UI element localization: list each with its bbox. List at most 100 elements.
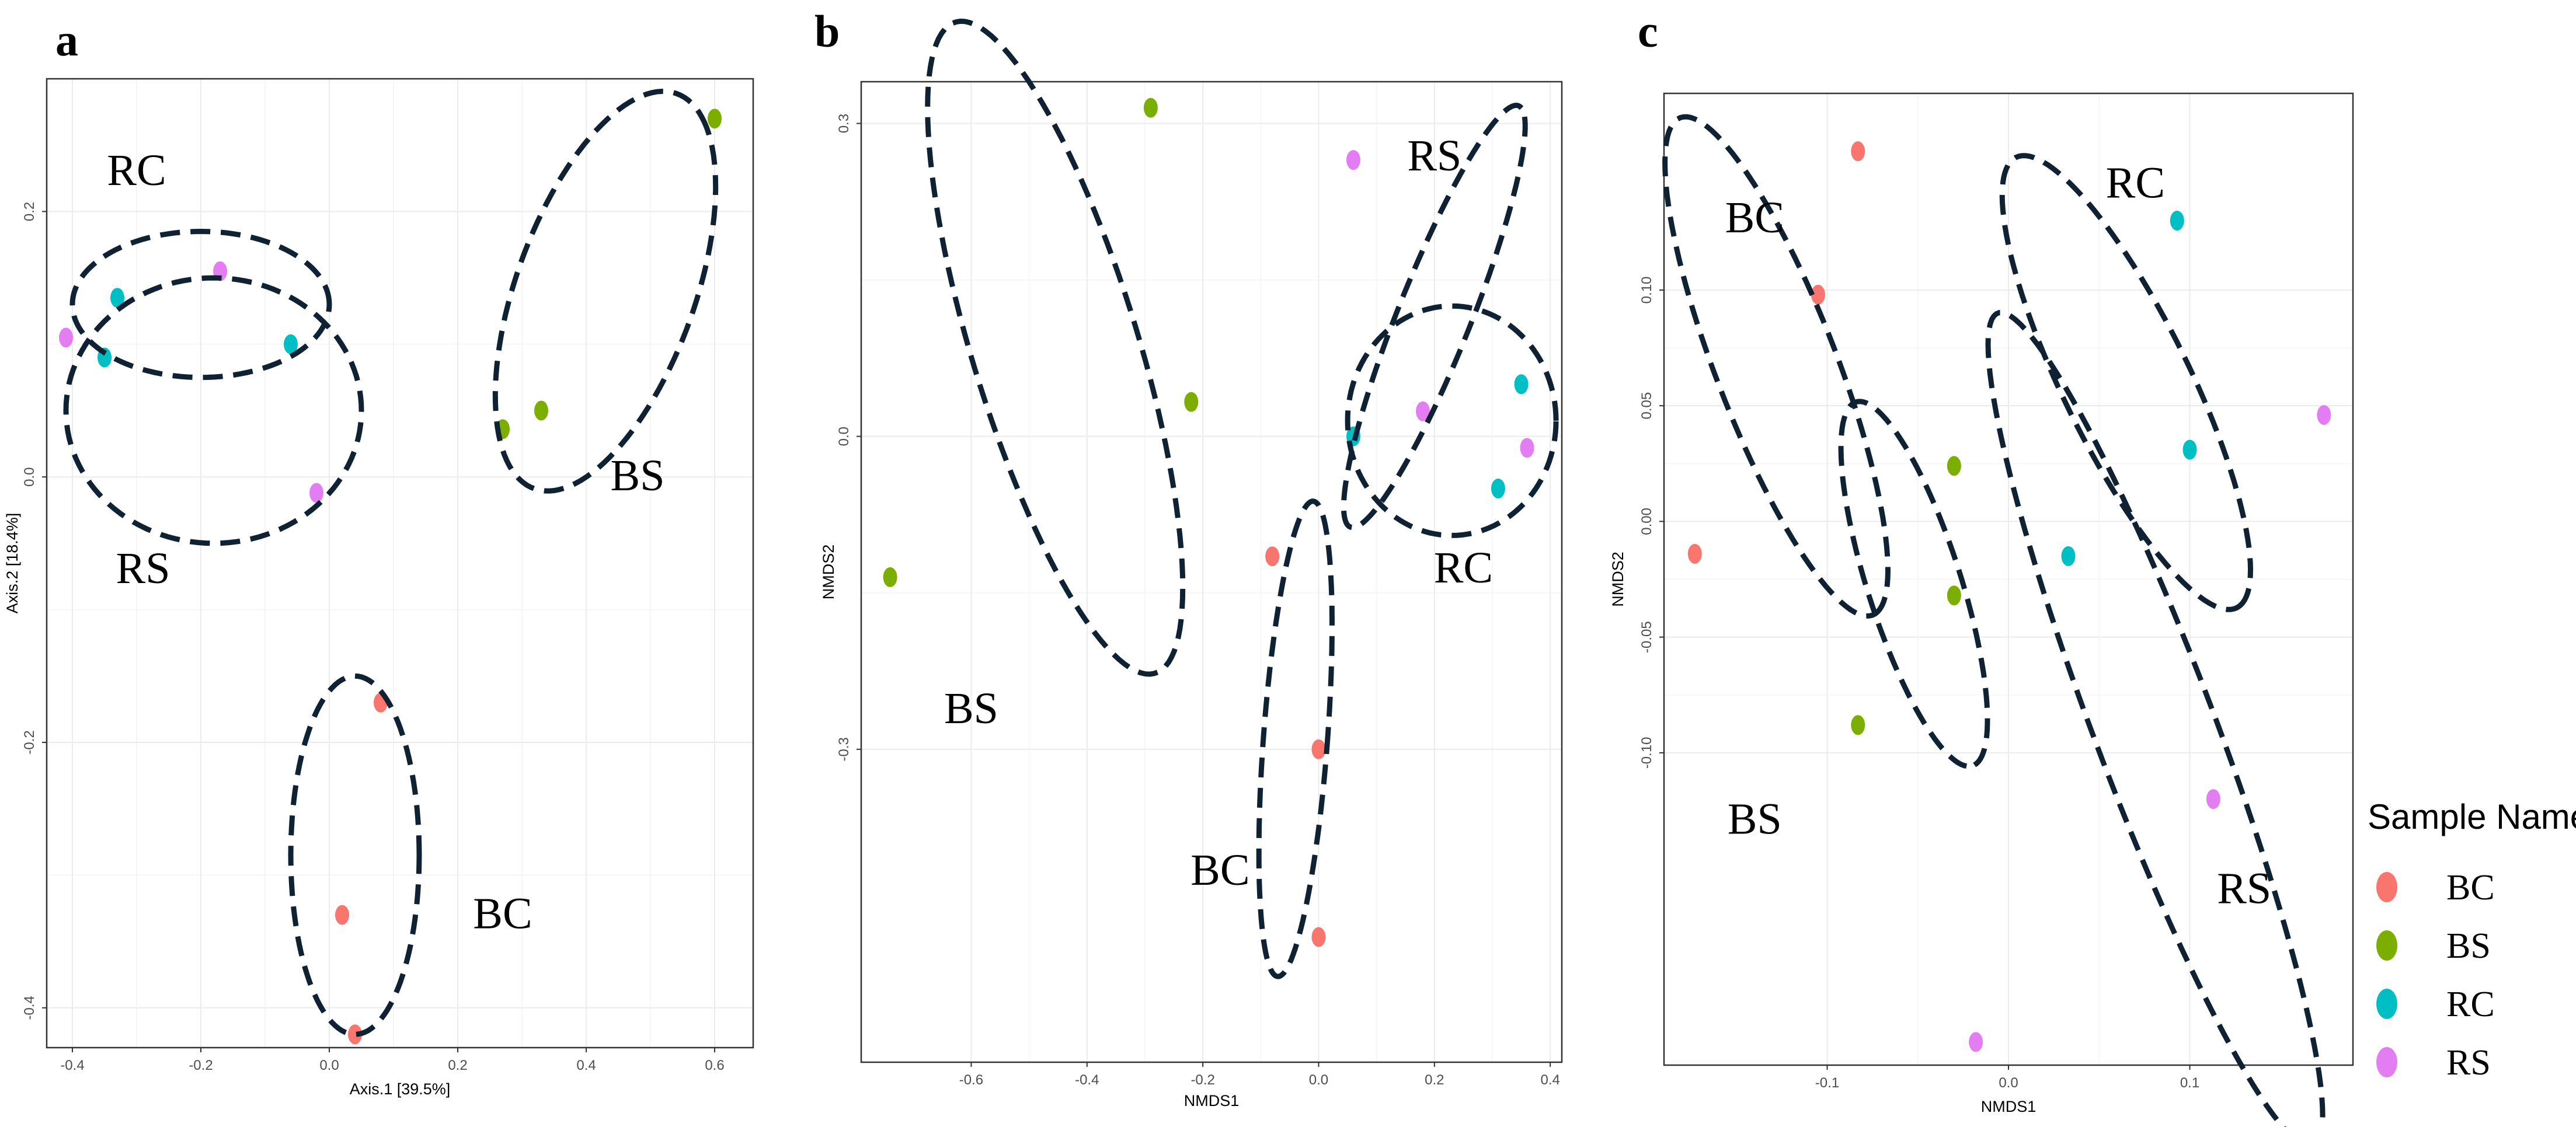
y-tick-label: 0.05: [1639, 392, 1655, 420]
y-tick-label: -0.2: [22, 730, 37, 754]
panel-letter-c: c: [1638, 6, 1658, 57]
x-tick-label: 0.0: [1309, 1072, 1328, 1088]
group-label-RC: RC: [2106, 158, 2165, 207]
point-BC: [348, 1024, 362, 1045]
y-tick-label: 0.3: [836, 114, 852, 133]
panel-a: a: [55, 15, 78, 65]
point-BC: [1311, 927, 1326, 947]
legend-label: BC: [2446, 868, 2495, 908]
legend-item-RS: RS: [2376, 1043, 2491, 1083]
point-BS: [1947, 585, 1961, 606]
y-tick-label: 0.10: [1639, 277, 1655, 304]
group-label-BC: BC: [1725, 193, 1784, 242]
y-tick-label: -0.05: [1639, 621, 1655, 653]
panel-c: c: [1638, 6, 1658, 57]
group-ellipse: [1999, 153, 2254, 612]
point-RC: [284, 334, 298, 354]
group-label-RS: RS: [116, 544, 170, 593]
x-tick-label: -0.4: [60, 1058, 84, 1073]
y-tick-label: 0.00: [1639, 508, 1655, 535]
group-label-BC: BC: [473, 889, 532, 938]
legend-title: Sample Name: [2368, 797, 2576, 836]
group-ellipse: [1345, 303, 1559, 538]
point-BS: [1184, 392, 1199, 412]
group-ellipse: [288, 673, 422, 1037]
point-RC: [2061, 546, 2076, 566]
group-ellipse: [1256, 498, 1335, 979]
group-ellipse: [1341, 102, 1528, 531]
x-tick-label: 0.1: [2180, 1075, 2199, 1091]
x-tick-label: 0.4: [1540, 1072, 1559, 1088]
x-tick-label: 0.2: [1425, 1072, 1444, 1088]
point-RS: [59, 327, 73, 348]
legend-item-BC: BC: [2376, 868, 2495, 908]
point-BC: [335, 905, 349, 925]
point-BS: [708, 109, 722, 129]
point-RC: [1491, 479, 1505, 499]
point-BS: [1947, 456, 1961, 476]
group-ellipse: [1985, 310, 2326, 1127]
legend-swatch: [2376, 872, 2397, 902]
y-tick-label: 0.0: [22, 467, 37, 487]
group-label-BC: BC: [1190, 846, 1249, 895]
point-RC: [2182, 439, 2197, 460]
x-tick-label: -0.1: [1815, 1075, 1839, 1091]
y-axis-title: NMDS2: [1609, 552, 1627, 607]
point-BC: [1811, 284, 1825, 305]
panel-border: [46, 78, 754, 1049]
plot-c: -0.1 0.0 0.1 -0.10 -0.05 0.00 0.05 0.10 NMDS1 NMD…: [1609, 92, 2354, 1127]
y-tick-label: -0.10: [1639, 737, 1655, 769]
y-axis-title: NMDS2: [820, 545, 837, 600]
legend-swatch: [2376, 930, 2397, 961]
legend-item-RC: RC: [2376, 985, 2495, 1024]
x-tick-label: 0.2: [448, 1058, 467, 1073]
point-RS: [1346, 150, 1360, 170]
point-BS: [883, 567, 897, 587]
x-tick-label: -0.2: [1190, 1072, 1214, 1088]
x-tick-label: -0.6: [959, 1072, 983, 1088]
legend-items: BC BS RC RS: [2376, 868, 2495, 1083]
legend: Sample Name BC BS RC RS: [2368, 797, 2576, 1083]
x-axis-title: Axis.1 [39.5%]: [350, 1080, 451, 1098]
plot-layer: -0.4 -0.2 0.0 0.2 0.4 0.6 -0.4 -0.2 0.0 0.2 Axis.1…: [4, 18, 2354, 1127]
plot-b: -0.6 -0.4 -0.2 0.0 0.2 0.4 -0.3 0.0 0.3 NMDS1 NMDS…: [820, 18, 1563, 1109]
x-tick-label: 0.4: [576, 1058, 596, 1073]
point-BS: [1851, 715, 1865, 735]
point-RS: [1520, 438, 1534, 458]
y-axis-title: Axis.2 [18.4%]: [4, 513, 21, 614]
group-label-BS: BS: [611, 451, 665, 500]
x-axis-title: NMDS1: [1184, 1092, 1240, 1109]
legend-label: BS: [2446, 926, 2491, 966]
group-ellipse: [69, 228, 332, 381]
y-tick-label: -0.3: [836, 737, 852, 761]
legend-label: RC: [2446, 985, 2495, 1024]
point-RC: [1514, 374, 1529, 395]
group-label-RC: RC: [107, 146, 166, 195]
point-BC: [1851, 141, 1865, 162]
y-tick-label: 0.0: [836, 427, 852, 446]
legend-swatch: [2376, 989, 2397, 1019]
x-axis-title: NMDS1: [1981, 1098, 2037, 1115]
point-RS: [2317, 405, 2331, 425]
x-tick-label: -0.4: [1075, 1072, 1099, 1088]
legend-swatch: [2376, 1047, 2397, 1077]
legend-label: RS: [2446, 1043, 2491, 1083]
plot-a: -0.4 -0.2 0.0 0.2 0.4 0.6 -0.4 -0.2 0.0 0.2 Axis.1…: [4, 78, 754, 1098]
panel-letter-b: b: [814, 6, 840, 57]
point-RS: [1969, 1032, 1983, 1052]
point-RS: [1415, 401, 1430, 421]
y-tick-label: -0.4: [22, 996, 37, 1020]
group-ellipse: [492, 88, 719, 494]
x-tick-label: 0.0: [319, 1058, 339, 1073]
point-RS: [2206, 789, 2220, 810]
group-ellipse: [1662, 114, 1891, 619]
point-BS: [534, 400, 548, 421]
panel-letter-a: a: [55, 15, 78, 65]
group-ellipse: [1838, 399, 1990, 769]
group-label-RS: RS: [1407, 131, 1461, 180]
point-BS: [1143, 97, 1158, 118]
group-label-BS: BS: [1728, 795, 1782, 844]
point-BC: [1687, 543, 1702, 564]
point-RC: [2170, 211, 2184, 231]
